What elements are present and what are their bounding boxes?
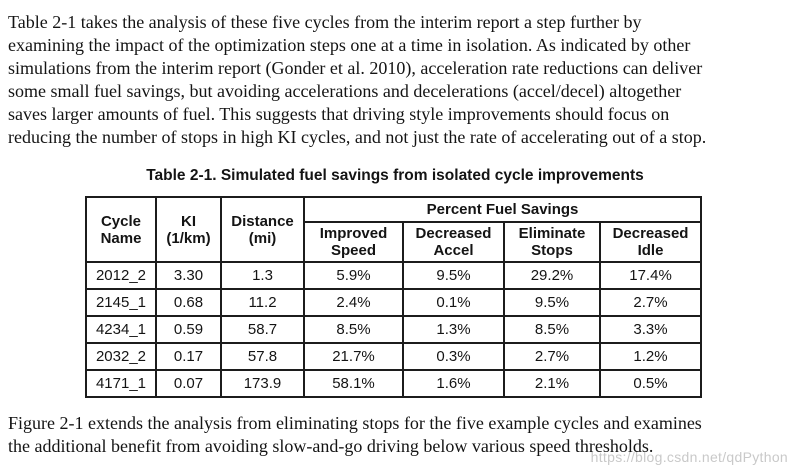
cell-cycle-name: 4171_1 xyxy=(85,369,157,398)
cell-cycle-name: 2145_1 xyxy=(85,288,157,317)
col-header-distance-label: Distance (mi) xyxy=(231,212,294,247)
col-header-eliminate-stops: Eliminate Stops xyxy=(503,221,601,263)
intro-paragraph: Table 2-1 takes the analysis of these fi… xyxy=(8,11,706,149)
cell-distance: 1.3 xyxy=(220,261,305,290)
table-row: 2032_2 0.17 57.8 21.7% 0.3% 2.7% 1.2% xyxy=(85,342,703,371)
cell-distance: 58.7 xyxy=(220,315,305,344)
table-row: 4171_1 0.07 173.9 58.1% 1.6% 2.1% 0.5% xyxy=(85,369,703,398)
table-body: 2012_2 3.30 1.3 5.9% 9.5% 29.2% 17.4% 21… xyxy=(85,261,703,398)
table-caption: Table 2-1. Simulated fuel savings from i… xyxy=(146,167,644,184)
table-row: 2012_2 3.30 1.3 5.9% 9.5% 29.2% 17.4% xyxy=(85,261,703,290)
table-header: Cycle Name KI (1/km) Distance (mi) Perce… xyxy=(85,196,703,263)
col-header-improved-speed: Improved Speed xyxy=(303,221,404,263)
cell-eliminate-stops: 9.5% xyxy=(503,288,601,317)
cell-improved-speed: 2.4% xyxy=(303,288,404,317)
cell-ki: 0.07 xyxy=(155,369,222,398)
cell-decreased-idle: 3.3% xyxy=(598,315,703,344)
intro-paragraph-line: simulations from the interim report (Gon… xyxy=(8,58,703,78)
closing-paragraph-line: the additional benefit from avoiding slo… xyxy=(8,436,654,456)
intro-paragraph-line: reducing the number of stops in high KI … xyxy=(8,127,707,147)
cell-distance: 173.9 xyxy=(220,369,305,398)
col-header-decreased-idle: Decreased Idle xyxy=(598,221,703,263)
table-row: 2145_1 0.68 11.2 2.4% 0.1% 9.5% 2.7% xyxy=(85,288,703,317)
table-header-row-group: Cycle Name KI (1/km) Distance (mi) Perce… xyxy=(85,196,703,263)
cell-decreased-idle: 1.2% xyxy=(598,342,703,371)
cell-cycle-name: 4234_1 xyxy=(85,315,157,344)
intro-paragraph-line: saves larger amounts of fuel. This sugge… xyxy=(8,104,670,124)
cell-decreased-idle: 0.5% xyxy=(598,369,703,398)
table-row: 4234_1 0.59 58.7 8.5% 1.3% 8.5% 3.3% xyxy=(85,315,703,344)
closing-paragraph-line: Figure 2-1 extends the analysis from eli… xyxy=(8,413,702,433)
cell-decreased-accel: 0.1% xyxy=(402,288,505,317)
cell-decreased-idle: 2.7% xyxy=(598,288,703,317)
closing-paragraph: Figure 2-1 extends the analysis from eli… xyxy=(8,412,702,458)
col-header-cycle-name: Cycle Name xyxy=(85,196,157,263)
cell-decreased-accel: 1.3% xyxy=(402,315,505,344)
cell-distance: 11.2 xyxy=(220,288,305,317)
cell-distance: 57.8 xyxy=(220,342,305,371)
cell-eliminate-stops: 2.1% xyxy=(503,369,601,398)
cell-decreased-accel: 9.5% xyxy=(402,261,505,290)
cell-decreased-idle: 17.4% xyxy=(598,261,703,290)
cell-decreased-accel: 1.6% xyxy=(402,369,505,398)
intro-paragraph-line: some small fuel savings, but avoiding ac… xyxy=(8,81,682,101)
cell-improved-speed: 21.7% xyxy=(303,342,404,371)
cell-improved-speed: 58.1% xyxy=(303,369,404,398)
cell-ki: 0.17 xyxy=(155,342,222,371)
col-header-eliminate-stops-label: Eliminate Stops xyxy=(518,225,586,259)
cell-improved-speed: 8.5% xyxy=(303,315,404,344)
cell-eliminate-stops: 8.5% xyxy=(503,315,601,344)
watermark-url: https://blog.csdn.net/qdPython xyxy=(590,449,788,465)
cell-ki: 0.68 xyxy=(155,288,222,317)
cell-decreased-accel: 0.3% xyxy=(402,342,505,371)
col-header-decreased-accel-label: Decreased Accel xyxy=(415,225,492,259)
fuel-savings-table: Cycle Name KI (1/km) Distance (mi) Perce… xyxy=(85,196,703,398)
cell-eliminate-stops: 2.7% xyxy=(503,342,601,371)
intro-paragraph-line: examining the impact of the optimization… xyxy=(8,35,691,55)
table-header-row-sub: Improved Speed Decreased Accel Eliminate… xyxy=(86,221,703,263)
col-header-percent-fuel-savings: Percent Fuel Savings xyxy=(302,196,703,223)
col-header-improved-speed-label: Improved Speed xyxy=(319,225,388,259)
col-header-ki-label: KI (1/km) xyxy=(166,212,211,247)
intro-paragraph-line: Table 2-1 takes the analysis of these fi… xyxy=(8,12,642,32)
cell-ki: 0.59 xyxy=(155,315,222,344)
col-header-ki: KI (1/km) xyxy=(155,196,222,263)
col-header-distance: Distance (mi) xyxy=(220,196,305,263)
col-header-cycle-name-label: Cycle Name xyxy=(100,212,142,247)
cell-cycle-name: 2032_2 xyxy=(85,342,157,371)
col-header-decreased-accel: Decreased Accel xyxy=(402,221,505,263)
cell-eliminate-stops: 29.2% xyxy=(503,261,601,290)
cell-cycle-name: 2012_2 xyxy=(85,261,157,290)
cell-improved-speed: 5.9% xyxy=(303,261,404,290)
col-header-decreased-idle-label: Decreased Idle xyxy=(612,225,689,259)
cell-ki: 3.30 xyxy=(155,261,222,290)
